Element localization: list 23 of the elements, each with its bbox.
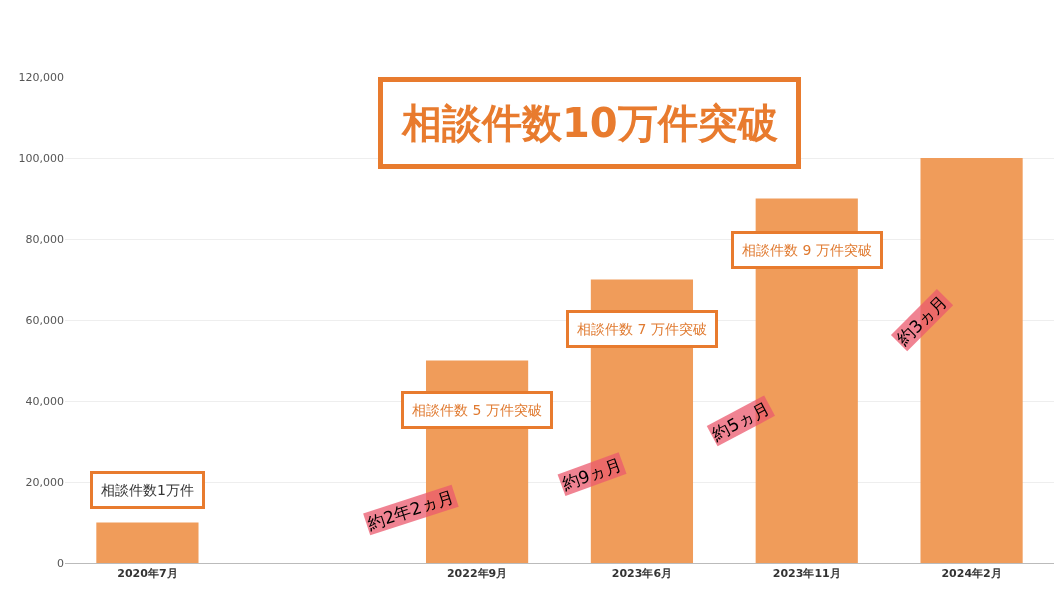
y-tick-label: 120,000 — [18, 70, 64, 84]
text: 相談件数10万件突破 — [401, 100, 778, 146]
x-tick-label: 2023年6月 — [611, 567, 673, 581]
y-tick-label: 40,000 — [25, 394, 64, 408]
bar — [920, 158, 1023, 563]
x-tick-label: 2022年9月 — [446, 567, 508, 581]
annotation: 相談件数1万件 — [101, 482, 194, 498]
annotation: 相談件数 9 万件突破 — [742, 242, 872, 258]
annotation: 約3ヵ月 — [893, 291, 951, 350]
x-tick-label: 2023年11月 — [772, 567, 841, 581]
annotation: 約9ヵ月 — [559, 454, 625, 495]
y-tick-label: 20,000 — [25, 475, 64, 489]
y-tick-label: 100,000 — [18, 151, 64, 165]
annotation: 約5ヵ月 — [708, 397, 773, 445]
annotation: 約2年2ヵ月 — [365, 486, 457, 534]
x-tick-label: 2020年7月 — [117, 567, 178, 581]
y-tick-label: 80,000 — [25, 232, 64, 246]
bar — [96, 522, 199, 563]
annotation: 相談件数 5 万件突破 — [412, 402, 542, 418]
x-tick-label: 2024年2月 — [941, 567, 1002, 581]
y-tick-label: 0 — [57, 556, 64, 570]
y-tick-label: 60,000 — [25, 313, 64, 327]
annotation: 相談件数 7 万件突破 — [577, 321, 707, 337]
